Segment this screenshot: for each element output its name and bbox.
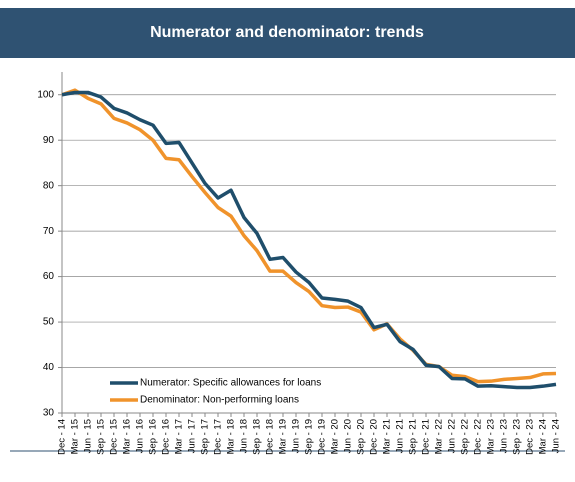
x-tick-label: Dec - 20 [369,419,380,455]
x-tick-label: Dec - 23 [525,419,536,455]
legend-label: Denominator: Non-performing loans [140,395,299,406]
x-tick-label: Dec - 22 [473,419,484,455]
y-tick-label: 100 [37,89,54,100]
y-tick-label: 50 [43,317,55,328]
x-tick-label: Jun - 19 [291,419,302,453]
x-tick-label: Dec - 14 [57,419,68,455]
series-line [61,90,557,390]
x-tick-label: Jun - 15 [83,419,94,453]
x-tick-label: Mar - 22 [434,419,445,454]
y-tick-label: 30 [43,408,55,419]
y-tick-label: 80 [43,180,55,191]
chart-title: Numerator and denominator: trends [150,24,424,41]
x-tick-label: Dec - 21 [421,419,432,455]
x-tick-label: Mar - 18 [226,419,237,454]
x-tick-label: Sep - 20 [356,419,367,455]
series-line [61,88,557,384]
y-tick-label: 60 [43,271,55,282]
x-tick-label: Sep - 21 [408,419,419,455]
x-tick-label: Jun - 18 [239,419,250,453]
x-tick-label: Jun - 20 [343,419,354,453]
header-bar [0,8,575,58]
x-tick-label: Jun - 24 [551,419,562,453]
x-tick-label: Jun - 16 [135,419,146,453]
x-tick-label: Sep - 23 [512,419,523,455]
x-tick-label: Dec - 17 [213,419,224,455]
x-tick-label: Dec - 18 [265,419,276,455]
x-tick-label: Mar - 23 [486,419,497,454]
x-tick-label: Mar - 20 [330,419,341,454]
x-tick-label: Sep - 15 [96,419,107,455]
x-tick-label: Mar - 17 [174,419,185,454]
x-tick-label: Dec - 19 [317,419,328,455]
x-tick-label: Sep - 17 [200,419,211,455]
x-tick-label: Mar - 15 [70,419,81,454]
x-tick-label: Dec - 15 [109,419,120,455]
x-tick-label: Jun - 22 [447,419,458,453]
y-tick-label: 40 [43,362,55,373]
y-tick-label: 90 [43,135,55,146]
x-tick-label: Mar - 16 [122,419,133,454]
x-tick-label: Jun - 17 [187,419,198,453]
x-tick-label: Sep - 18 [252,419,263,455]
y-tick-label: 70 [43,226,55,237]
x-tick-label: Jun - 23 [499,419,510,453]
x-tick-label: Mar - 19 [278,419,289,454]
x-tick-label: Sep - 22 [460,419,471,455]
x-tick-label: Mar - 21 [382,419,393,454]
x-tick-label: Jun - 21 [395,419,406,453]
x-tick-label: Sep - 19 [304,419,315,455]
legend-label: Numerator: Specific allowances for loans [140,378,321,389]
x-tick-label: Mar - 24 [538,419,549,454]
x-tick-label: Dec - 16 [161,419,172,455]
x-tick-label: Sep - 16 [148,419,159,455]
